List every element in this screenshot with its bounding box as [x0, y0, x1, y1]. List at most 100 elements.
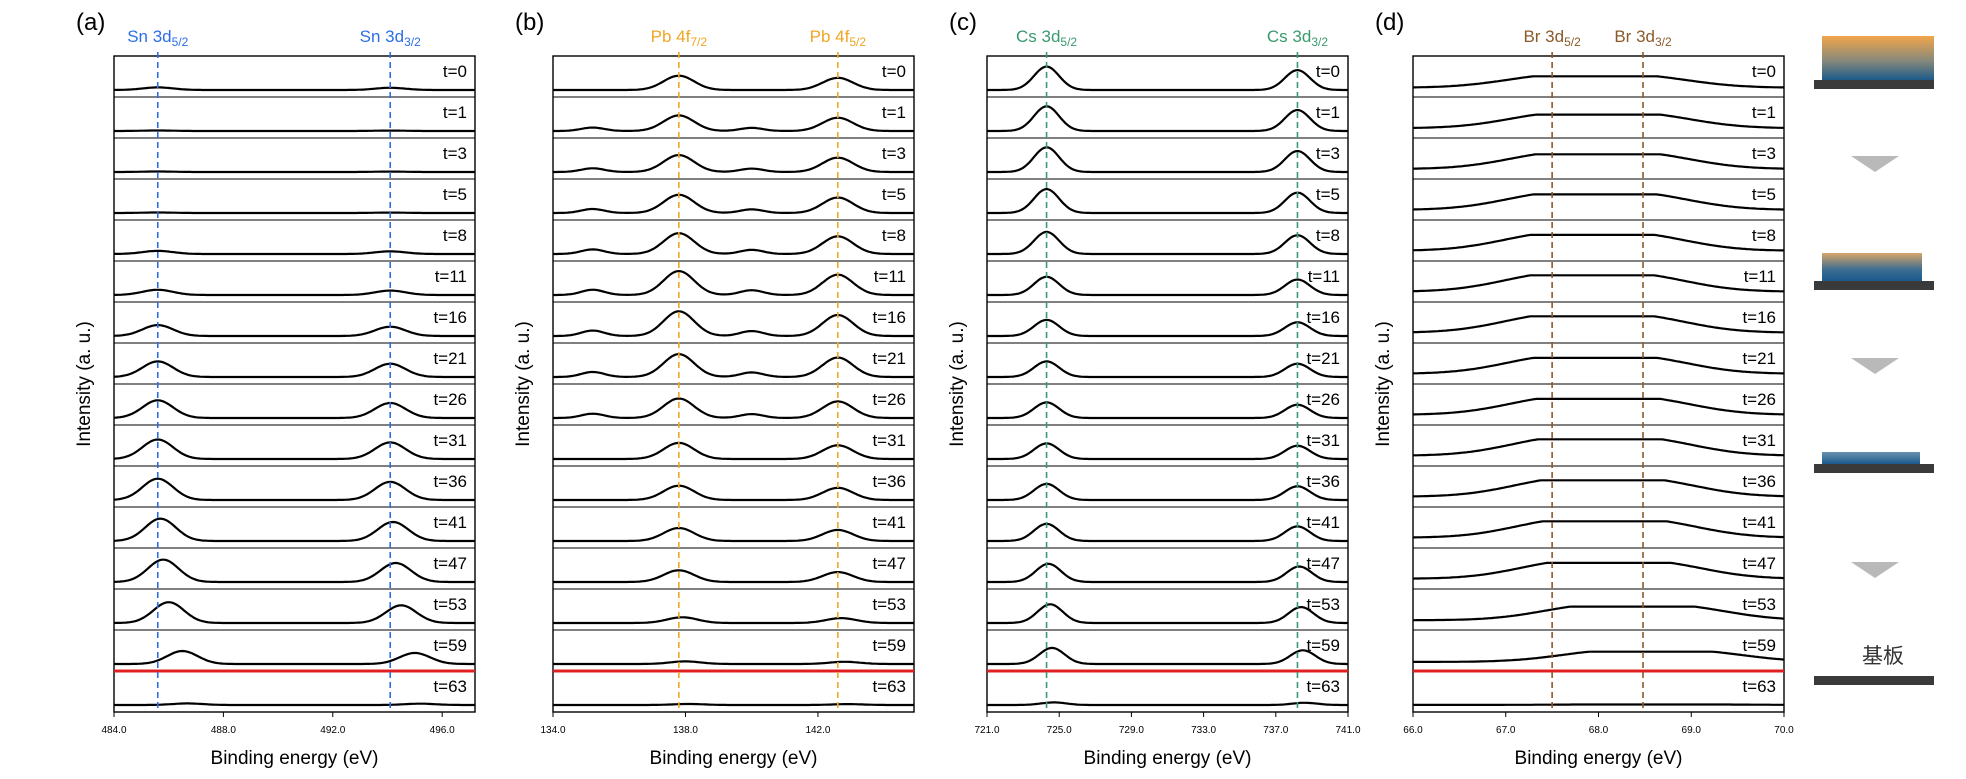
- spectrum-line-t=1: [553, 114, 914, 133]
- spectrum-line-t=16: [113, 324, 475, 338]
- time-label: t=41: [1742, 513, 1776, 532]
- x-tick-label: 733.0: [1191, 725, 1216, 736]
- peak-label-subscript: 7/2: [690, 35, 707, 49]
- spectrum-line-t=16: [553, 310, 914, 338]
- time-label: t=41: [872, 513, 906, 532]
- time-label: t=41: [433, 513, 467, 532]
- time-label: t=11: [1744, 267, 1776, 286]
- y-axis-title: Intensity (a. u.): [513, 321, 534, 447]
- time-label: t=59: [1742, 636, 1776, 655]
- x-tick-label: 69.0: [1682, 725, 1702, 736]
- time-label: t=0: [443, 62, 467, 81]
- film-stack-middle: [1814, 253, 1934, 291]
- x-axis-title: Binding energy (eV): [1084, 748, 1252, 769]
- x-tick-label: 138.0: [673, 725, 698, 736]
- x-axis-title: Binding energy (eV): [211, 748, 379, 769]
- y-axis-title: Intensity (a. u.): [947, 321, 968, 447]
- substrate-bar: [1814, 80, 1934, 89]
- x-tick-label: 142.0: [805, 725, 830, 736]
- substrate-bar: [1814, 281, 1934, 290]
- x-axis-title: Binding energy (eV): [650, 748, 818, 769]
- spectrum-line-t=3: [553, 153, 914, 174]
- spectrum-line-t=63: [114, 702, 475, 707]
- y-axis-title: Intensity (a. u.): [1373, 321, 1394, 447]
- spectrum-line-t=21: [1413, 356, 1784, 375]
- perovskite-film-medium: [1822, 253, 1922, 281]
- time-label: t=21: [1306, 349, 1340, 368]
- spectrum-line-t=53: [113, 601, 475, 625]
- spectrum-line-t=1: [1413, 113, 1785, 129]
- arrow-down-icon: [1851, 156, 1899, 172]
- time-label: t=1: [882, 103, 906, 122]
- time-label: t=26: [872, 390, 906, 409]
- spectrum-line-t=59: [1413, 650, 1785, 663]
- panels-group: (a) t=0 t=1 t=3 t=5 t=8 t=11 t=16 t=21 t=26 t=31 t=…: [74, 9, 1794, 769]
- time-label: t=53: [1742, 595, 1776, 614]
- peak-label: Sn 3d5/2: [127, 27, 188, 49]
- spectrum-line-t=26: [1413, 397, 1785, 416]
- y-axis-title: Intensity (a. u.): [74, 321, 95, 447]
- panel-label: (d): [1375, 9, 1404, 36]
- panel-c: (c) t=0 t=1 t=3 t=5 t=8 t=11 t=16 t=21 t=26 t=31 t=…: [947, 9, 1361, 769]
- spectrum-line-t=47: [553, 569, 914, 584]
- time-label: t=11: [874, 267, 906, 286]
- spectrum-line-t=36: [553, 484, 914, 502]
- time-label: t=0: [1316, 62, 1340, 81]
- time-label: t=26: [1306, 390, 1340, 409]
- peak-label: Pb 4f5/2: [810, 27, 867, 49]
- spectrum-line-t=5: [114, 211, 475, 215]
- spectrum-line-t=36: [113, 477, 475, 502]
- spectrum-line-t=3: [1412, 153, 1784, 170]
- spectrum-line-t=11: [553, 269, 914, 297]
- time-label: t=8: [1316, 226, 1340, 245]
- time-label: t=59: [433, 636, 467, 655]
- spectrum-line-t=26: [113, 399, 475, 420]
- peak-label: Br 3d5/2: [1523, 27, 1581, 49]
- spectrum-line-t=11: [1412, 274, 1784, 293]
- spectrum-line-t=63: [553, 702, 914, 707]
- spectrum-line-t=21: [987, 360, 1348, 379]
- spectrum-line-t=5: [553, 193, 914, 215]
- time-label: t=3: [882, 144, 906, 163]
- spectrum-line-t=53: [553, 616, 914, 625]
- panel-label: (b): [515, 9, 544, 36]
- time-label: t=53: [433, 595, 467, 614]
- time-label: t=8: [443, 226, 467, 245]
- perovskite-film-thick: [1822, 36, 1934, 80]
- time-label: t=1: [1316, 103, 1340, 122]
- x-tick-label: 66.0: [1403, 725, 1423, 736]
- time-label: t=63: [872, 677, 906, 696]
- time-label: t=36: [433, 472, 467, 491]
- x-tick-label: 721.0: [974, 725, 999, 736]
- time-label: t=16: [1742, 308, 1776, 327]
- spectrum-line-t=1: [114, 129, 475, 133]
- peak-label: Br 3d3/2: [1614, 27, 1672, 49]
- spectrum-line-t=59: [114, 649, 475, 666]
- x-tick-label: 488.0: [211, 725, 236, 736]
- spectrum-line-t=8: [1412, 233, 1784, 252]
- x-tick-label: 67.0: [1496, 725, 1516, 736]
- time-label: t=63: [433, 677, 467, 696]
- spectrum-line-t=41: [1413, 520, 1785, 539]
- film-stack-initial: [1814, 36, 1934, 89]
- time-label: t=11: [1308, 267, 1340, 286]
- time-label: t=5: [443, 185, 467, 204]
- spectrum-line-t=47: [113, 558, 475, 584]
- spectrum-line-t=8: [987, 230, 1348, 256]
- panel-label: (c): [949, 9, 977, 36]
- film-stack-thin: [1814, 452, 1934, 474]
- time-label: t=63: [1306, 677, 1340, 696]
- time-label: t=16: [1306, 308, 1340, 327]
- time-label: t=59: [1306, 636, 1340, 655]
- spectrum-line-t=8: [553, 232, 914, 256]
- time-label: t=5: [1752, 185, 1776, 204]
- spectrum-line-t=21: [113, 360, 475, 379]
- panel-b: (b) t=0 t=1 t=3 t=5 t=8 t=11 t=16 t=21 t=26 t=31 t=…: [513, 9, 915, 769]
- substrate-label: 基板: [1862, 644, 1904, 668]
- time-label: t=8: [882, 226, 906, 245]
- x-tick-label: 68.0: [1589, 725, 1609, 736]
- time-label: t=21: [872, 349, 906, 368]
- time-label: t=26: [433, 390, 467, 409]
- spectrum-line-t=26: [553, 397, 914, 420]
